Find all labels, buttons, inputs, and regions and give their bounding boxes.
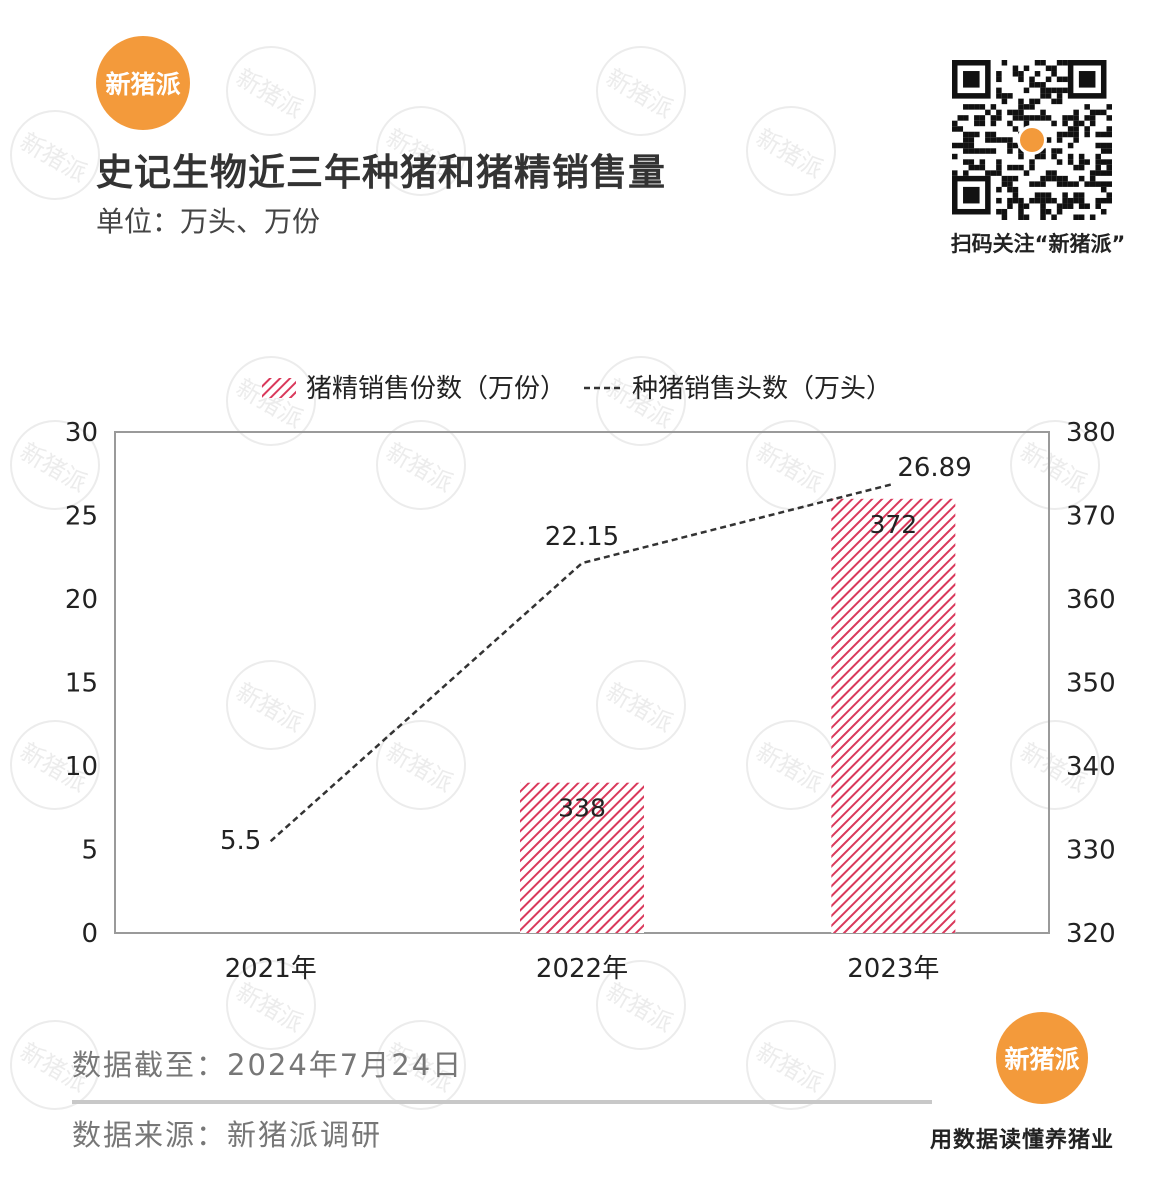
bar-data-label: 372: [869, 510, 917, 539]
y-left-tick-label: 5: [81, 836, 98, 866]
y-right-tick-label: 350: [1066, 669, 1116, 699]
watermark-logo: 新猪派: [729, 89, 853, 213]
y-left-tick-label: 10: [65, 752, 98, 782]
page-title: 史记生物近三年种猪和猪精销售量: [96, 151, 666, 194]
legend-label-line: 种猪销售头数（万头）: [632, 374, 892, 404]
brand-slogan: 用数据读懂养猪业: [930, 1128, 1115, 1153]
y-right-tick-label: 380: [1066, 418, 1116, 448]
y-left-tick-label: 20: [65, 585, 98, 615]
x-tick-label: 2023年: [847, 954, 939, 984]
y-right-tick-label: 330: [1066, 836, 1116, 866]
qr-caption: 扫码关注“新猪派”: [950, 232, 1126, 256]
x-tick-label: 2022年: [536, 954, 628, 984]
brand-logo-footer: 新猪派: [996, 1012, 1088, 1104]
legend-swatch-bar: [262, 378, 296, 398]
y-left-tick-label: 30: [65, 418, 98, 448]
watermark-logo: 新猪派: [729, 1003, 853, 1127]
y-left-tick-label: 0: [81, 919, 98, 949]
qr-code-icon[interactable]: [952, 60, 1112, 220]
y-right-tick-label: 320: [1066, 919, 1116, 949]
y-left-tick-label: 25: [65, 502, 98, 532]
y-right-tick-label: 370: [1066, 502, 1116, 532]
data-date-note: 数据截至：2024年7月24日: [72, 1048, 464, 1082]
combo-chart: 猪精销售份数（万份） 种猪销售头数（万头） 0 5 10 15 20 25 30 320 330…: [65, 374, 1116, 984]
line-data-label: 22.15: [545, 522, 619, 552]
y-right-tick-label: 360: [1066, 585, 1116, 615]
bar-2022年: [520, 782, 644, 933]
unit-subtitle: 单位：万头、万份: [96, 205, 321, 238]
y-left-tick-label: 15: [65, 669, 98, 699]
line-data-label: 26.89: [897, 453, 971, 483]
y-right-tick-label: 340: [1066, 752, 1116, 782]
watermark-logo: 新猪派: [209, 29, 333, 153]
line-series: [269, 482, 894, 843]
divider: [72, 1100, 932, 1104]
data-source-note: 数据来源：新猪派调研: [72, 1118, 383, 1152]
watermark-logo: 新猪派: [579, 29, 703, 153]
x-tick-label: 2021年: [225, 954, 317, 984]
bar-2023年: [831, 498, 956, 933]
line-data-label: 5.5: [220, 826, 261, 856]
brand-logo: 新猪派: [96, 36, 190, 130]
legend-label-bar: 猪精销售份数（万份）: [306, 374, 566, 404]
bar-data-label: 338: [558, 794, 606, 823]
